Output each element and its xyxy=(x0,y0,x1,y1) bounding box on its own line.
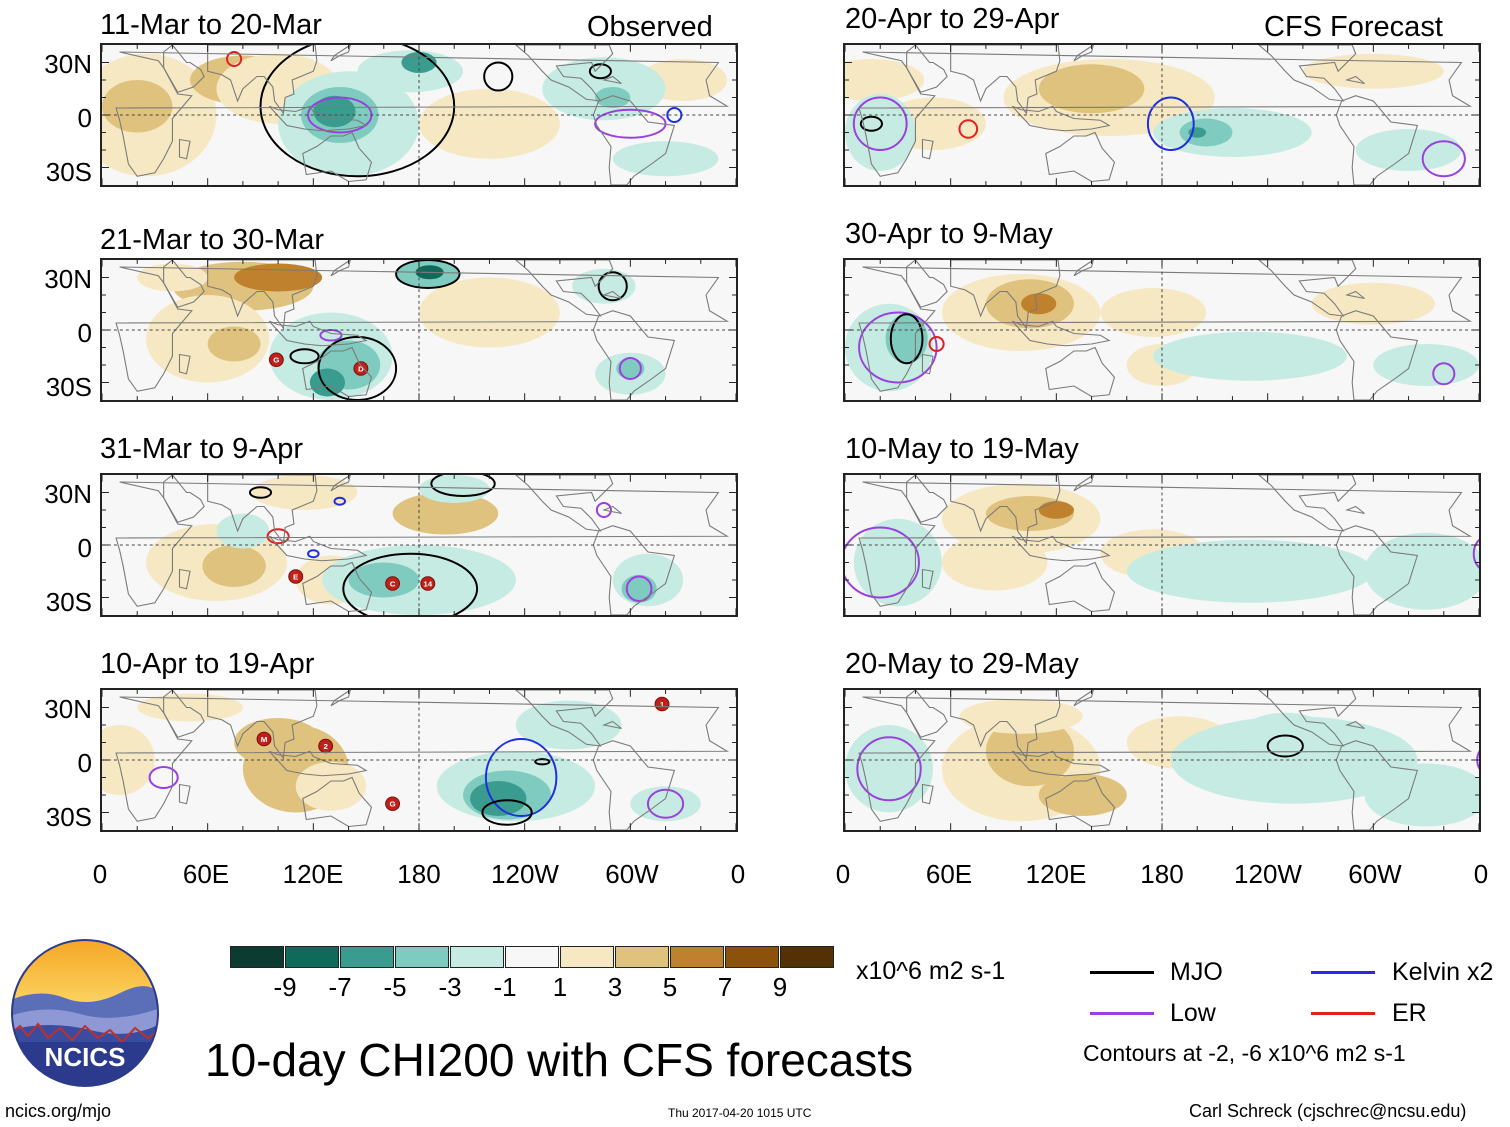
lon-label: 0 xyxy=(92,859,108,889)
lat-label: 30S xyxy=(45,157,92,187)
svg-text:G: G xyxy=(273,356,279,365)
map-image xyxy=(102,45,736,185)
colorbar-swatch xyxy=(395,946,449,968)
colorbar-swatch xyxy=(670,946,724,968)
footer-author: Carl Schreck (cjschrec@ncsu.edu) xyxy=(1189,1101,1467,1121)
lon-label: 0 xyxy=(730,859,746,889)
colorbar-label: 5 xyxy=(662,972,678,1002)
panel-title-left-2: 31-Mar to 9-Apr xyxy=(100,433,304,465)
colorbar-label: -1 xyxy=(493,972,517,1002)
colorbar-swatch xyxy=(615,946,669,968)
lon-label: 60E xyxy=(182,859,230,889)
colorbar-swatch xyxy=(450,946,504,968)
legend-mjo-label: MJO xyxy=(1170,958,1223,986)
map-image xyxy=(845,475,1479,615)
lat-label: 30S xyxy=(45,802,92,832)
footer-timestamp: Thu 2017-04-20 1015 UTC xyxy=(668,1106,812,1120)
colorbar-swatch xyxy=(285,946,339,968)
ncics-logo-icon: NCICS xyxy=(11,939,159,1087)
lon-label: 0 xyxy=(1473,859,1489,889)
colorbar-swatch xyxy=(780,946,834,968)
svg-text:D: D xyxy=(358,364,364,373)
lat-label: 30S xyxy=(45,587,92,617)
panel-title-right-2: 10-May to 19-May xyxy=(845,433,1079,465)
lat-label: 30N xyxy=(44,694,92,724)
colorbar-swatch xyxy=(230,946,284,968)
legend-kelvin-line xyxy=(1311,971,1375,974)
svg-text:M: M xyxy=(261,735,268,744)
map-panel-observed-3: E C 14 xyxy=(100,473,738,617)
lat-label: 0 xyxy=(77,318,92,348)
panel-title-right-0: 20-Apr to 29-Apr xyxy=(845,3,1060,35)
lat-label: 0 xyxy=(77,533,92,563)
colorbar-label: -3 xyxy=(438,972,462,1002)
svg-text:2: 2 xyxy=(323,742,328,751)
colorbar-label: -9 xyxy=(273,972,297,1002)
map-image: E C 14 xyxy=(102,475,736,615)
panel-title-right-1: 30-Apr to 9-May xyxy=(845,218,1053,250)
colorbar-swatch xyxy=(560,946,614,968)
lat-label: 0 xyxy=(77,748,92,778)
map-image: GD xyxy=(102,260,736,400)
map-image: M 2 G 1 xyxy=(102,690,736,830)
svg-text:E: E xyxy=(293,572,298,581)
panel-title-left-1: 21-Mar to 30-Mar xyxy=(100,224,325,256)
lon-label: 120E xyxy=(1025,859,1087,889)
ncics-logo: NCICS xyxy=(10,938,160,1088)
panel-title-right-3: 20-May to 29-May xyxy=(845,648,1079,680)
lat-label: 30N xyxy=(44,479,92,509)
lon-label: 60E xyxy=(925,859,973,889)
lat-label: 30S xyxy=(45,372,92,402)
colorbar-label: 3 xyxy=(607,972,623,1002)
panel-title-left-0: 11-Mar to 20-Mar xyxy=(100,9,322,41)
colorbar-label: 7 xyxy=(717,972,733,1002)
legend-kelvin-label: Kelvin x2 xyxy=(1392,958,1494,986)
map-panel-forecast-2 xyxy=(843,258,1481,402)
colorbar-label: -5 xyxy=(383,972,407,1002)
map-panel-forecast-4 xyxy=(843,688,1481,832)
svg-text:14: 14 xyxy=(423,579,432,588)
forecast-tag: CFS Forecast xyxy=(1264,11,1443,43)
map-panel-observed-1 xyxy=(100,43,738,187)
lat-label: 0 xyxy=(77,103,92,133)
lon-label: 120W xyxy=(1234,859,1302,889)
lon-label: 60W xyxy=(1348,859,1402,889)
lon-label: 120E xyxy=(282,859,344,889)
units-label: x10^6 m2 s-1 xyxy=(856,957,1006,985)
svg-text:1: 1 xyxy=(660,700,665,709)
map-panel-forecast-3 xyxy=(843,473,1481,617)
lon-label: 180 xyxy=(1140,859,1184,889)
lon-label: 120W xyxy=(491,859,559,889)
svg-text:G: G xyxy=(389,800,395,809)
legend-low-label: Low xyxy=(1170,999,1216,1027)
svg-text:C: C xyxy=(390,579,396,588)
lon-label: 60W xyxy=(605,859,659,889)
panel-title-left-3: 10-Apr to 19-Apr xyxy=(100,648,315,680)
lon-label: 180 xyxy=(397,859,441,889)
main-title: 10-day CHI200 with CFS forecasts xyxy=(205,1034,914,1086)
map-image xyxy=(845,260,1479,400)
colorbar-label: 9 xyxy=(772,972,788,1002)
lon-label: 0 xyxy=(835,859,851,889)
logo-text: NCICS xyxy=(45,1042,126,1072)
colorbar-swatch xyxy=(340,946,394,968)
map-image xyxy=(845,45,1479,185)
observed-tag: Observed xyxy=(587,11,713,43)
colorbar-label: 1 xyxy=(552,972,568,1002)
legend-er-label: ER xyxy=(1392,999,1427,1027)
map-panel-forecast-1 xyxy=(843,43,1481,187)
colorbar-label: -7 xyxy=(328,972,352,1002)
map-image xyxy=(845,690,1479,830)
map-panel-observed-4: M 2 G 1 xyxy=(100,688,738,832)
lat-label: 30N xyxy=(44,264,92,294)
lat-label: 30N xyxy=(44,49,92,79)
legend-low-line xyxy=(1090,1012,1154,1015)
colorbar-swatch xyxy=(505,946,559,968)
colorbar-swatch xyxy=(725,946,779,968)
legend-er-line xyxy=(1311,1012,1375,1015)
footer-url[interactable]: ncics.org/mjo xyxy=(5,1101,112,1121)
legend-mjo-line xyxy=(1090,971,1154,974)
contours-note: Contours at -2, -6 x10^6 m2 s-1 xyxy=(1083,1040,1406,1066)
